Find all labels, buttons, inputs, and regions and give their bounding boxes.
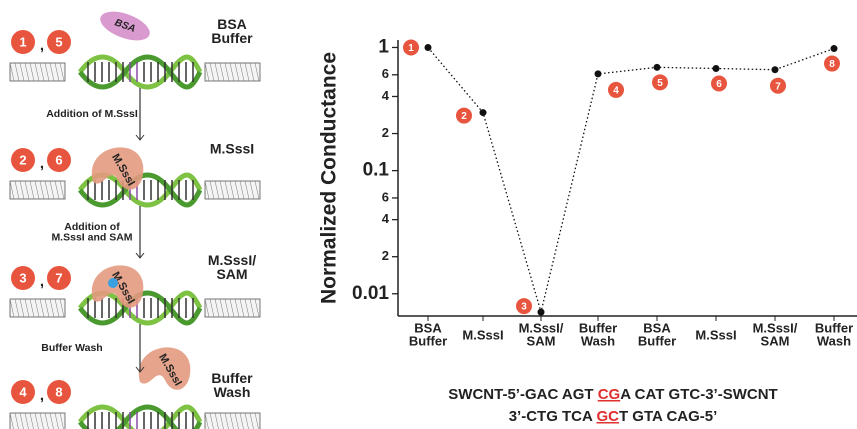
y-tick-label: 1: [378, 36, 389, 57]
point: [713, 65, 720, 72]
y-axis-title: Normalized Conductance: [318, 52, 341, 304]
sequence-part: SWCNT-5’-GAC AGT: [448, 386, 597, 403]
point-label: 8: [829, 59, 835, 70]
point-label: 3: [521, 302, 527, 313]
point-label: 6: [716, 79, 722, 90]
point-label: 4: [613, 86, 619, 97]
step-number: 4: [19, 384, 27, 399]
sequence-part: A CAT GTC-3’-SWCNT: [620, 386, 777, 403]
point: [538, 309, 545, 316]
step-label: BufferWash: [211, 370, 253, 400]
y-tick-label: 4: [382, 88, 390, 103]
y-tick-label: 0.01: [352, 283, 389, 304]
point: [595, 70, 602, 77]
point: [480, 109, 487, 116]
sam: [108, 278, 118, 288]
sequence-part: 3’-CTG TCA: [509, 408, 597, 425]
step-number: 2: [19, 152, 26, 167]
x-tick-label: M.SssI/SAM: [753, 321, 798, 349]
point: [831, 45, 838, 52]
point-label: 5: [657, 78, 663, 89]
sequence: SWCNT-5’-GAC AGT CGA CAT GTC-3’-SWCNT: [448, 386, 777, 403]
sequence-part: CG: [598, 386, 621, 403]
arrow-label: Addition ofM.SssI and SAM: [51, 221, 132, 244]
y-tick-label: 6: [382, 189, 389, 204]
step-number: 5: [55, 34, 62, 49]
step-number: 8: [55, 384, 62, 399]
x-tick-label: BSABuffer: [409, 321, 447, 349]
point-label: 1: [408, 43, 414, 54]
x-tick-label: M.SssI/SAM: [519, 321, 564, 349]
point: [425, 44, 432, 51]
comma: ,: [40, 273, 44, 290]
y-tick-label: 2: [382, 125, 389, 140]
comma: ,: [40, 155, 44, 172]
sequence-part: T GTA CAG-5’: [619, 408, 717, 425]
step-label: M.SssI: [210, 141, 254, 157]
step-number: 3: [19, 270, 26, 285]
arrow-label: Buffer Wash: [41, 342, 102, 354]
y-tick-label: 6: [382, 66, 389, 81]
point-label: 7: [775, 81, 781, 92]
sequence-part: GC: [596, 408, 619, 425]
point: [654, 64, 661, 71]
y-tick-label: 4: [382, 211, 390, 226]
comma: ,: [40, 387, 44, 404]
step-number: 1: [19, 34, 26, 49]
point-label: 2: [461, 111, 467, 122]
comma: ,: [40, 37, 44, 54]
sequence: 3’-CTG TCA GCT GTA CAG-5’: [509, 408, 718, 425]
x-tick-label: M.SssI: [462, 327, 503, 342]
x-tick-label: BufferWash: [579, 321, 617, 349]
step-label: M.SssI/SAM: [208, 252, 256, 282]
point: [772, 66, 779, 73]
step-number: 6: [55, 152, 62, 167]
y-tick-label: 2: [382, 248, 389, 263]
step-number: 7: [55, 270, 62, 285]
y-tick-label: 0.1: [363, 160, 390, 181]
x-tick-label: M.SssI: [695, 327, 736, 342]
figure: 1,5BSABSABuffer2,6M.SssIM.SssI3,7M.SssIM…: [0, 0, 857, 429]
arrow-label: Addition of M.SssI: [46, 108, 138, 120]
